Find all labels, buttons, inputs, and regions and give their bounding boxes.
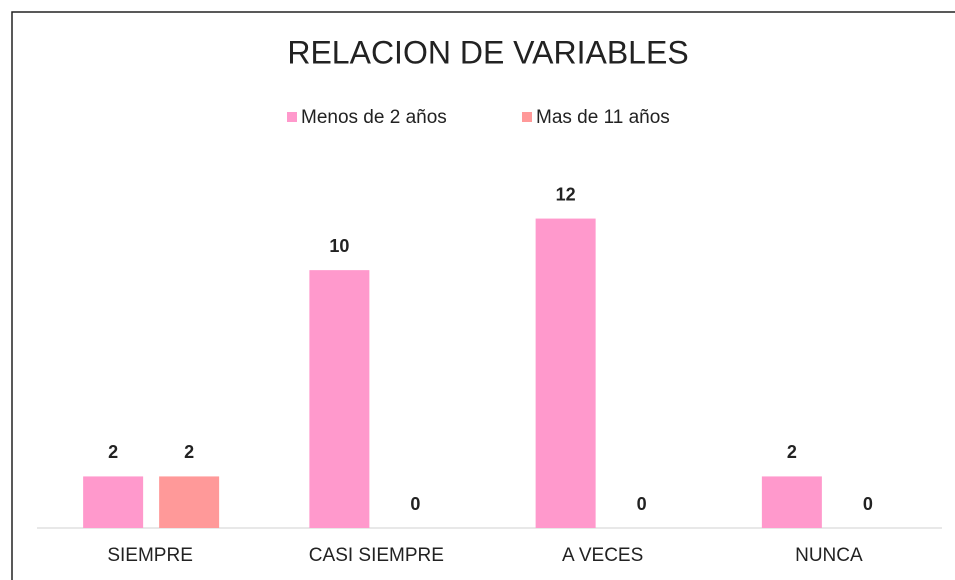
x-tick-label: SIEMPRE bbox=[107, 545, 193, 566]
x-tick-label: CASI SIEMPRE bbox=[309, 545, 444, 566]
bar bbox=[309, 270, 370, 528]
data-label: 2 bbox=[787, 442, 797, 462]
bar bbox=[159, 476, 220, 528]
chart-title: RELACION DE VARIABLES bbox=[287, 34, 688, 70]
data-label: 10 bbox=[329, 236, 349, 256]
data-label: 2 bbox=[184, 442, 194, 462]
data-label: 0 bbox=[410, 494, 420, 514]
x-tick-label: A VECES bbox=[562, 545, 643, 566]
data-label: 2 bbox=[108, 442, 118, 462]
bar bbox=[761, 476, 822, 528]
legend-label: Mas de 11 años bbox=[536, 107, 670, 128]
bar bbox=[535, 218, 596, 529]
legend-label: Menos de 2 años bbox=[301, 107, 447, 128]
bar bbox=[83, 476, 144, 528]
frame bbox=[11, 11, 955, 580]
legend-swatch bbox=[287, 112, 297, 122]
legend-swatch bbox=[522, 112, 532, 122]
x-tick-label: NUNCA bbox=[795, 545, 863, 566]
data-label: 0 bbox=[637, 494, 647, 514]
data-label: 0 bbox=[863, 494, 873, 514]
data-label: 12 bbox=[556, 184, 576, 204]
